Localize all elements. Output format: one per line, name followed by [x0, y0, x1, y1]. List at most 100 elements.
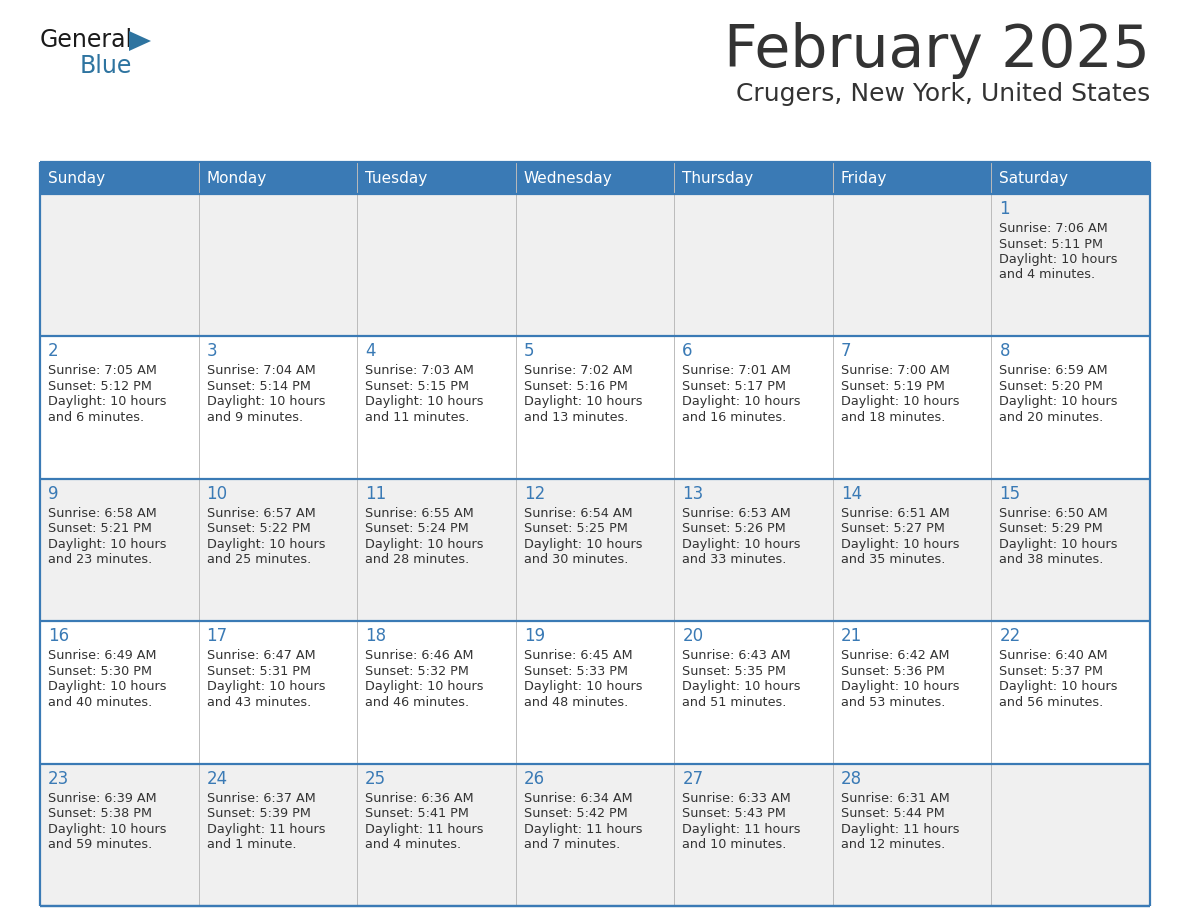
Text: Daylight: 10 hours: Daylight: 10 hours: [682, 538, 801, 551]
Text: Daylight: 10 hours: Daylight: 10 hours: [207, 396, 326, 409]
Text: Sunset: 5:19 PM: Sunset: 5:19 PM: [841, 380, 944, 393]
Text: Saturday: Saturday: [999, 171, 1068, 185]
Text: Sunset: 5:38 PM: Sunset: 5:38 PM: [48, 807, 152, 820]
Text: Sunrise: 6:57 AM: Sunrise: 6:57 AM: [207, 507, 315, 520]
Text: 5: 5: [524, 342, 535, 361]
Text: and 13 minutes.: and 13 minutes.: [524, 411, 628, 424]
Text: Sunrise: 6:31 AM: Sunrise: 6:31 AM: [841, 791, 949, 804]
Bar: [40, 336, 1150, 479]
Text: 25: 25: [365, 769, 386, 788]
Text: 12: 12: [524, 485, 545, 503]
Text: and 59 minutes.: and 59 minutes.: [48, 838, 152, 851]
Text: Friday: Friday: [841, 171, 887, 185]
Text: 4: 4: [365, 342, 375, 361]
Text: Sunset: 5:43 PM: Sunset: 5:43 PM: [682, 807, 786, 820]
Text: and 38 minutes.: and 38 minutes.: [999, 554, 1104, 566]
Text: 6: 6: [682, 342, 693, 361]
Bar: [40, 162, 1150, 194]
Text: and 56 minutes.: and 56 minutes.: [999, 696, 1104, 709]
Text: Sunrise: 7:06 AM: Sunrise: 7:06 AM: [999, 222, 1108, 235]
Text: Sunrise: 7:04 AM: Sunrise: 7:04 AM: [207, 364, 315, 377]
Text: and 11 minutes.: and 11 minutes.: [365, 411, 469, 424]
Text: 10: 10: [207, 485, 228, 503]
Text: 13: 13: [682, 485, 703, 503]
Text: Daylight: 10 hours: Daylight: 10 hours: [841, 680, 960, 693]
Text: Daylight: 10 hours: Daylight: 10 hours: [365, 396, 484, 409]
Text: and 48 minutes.: and 48 minutes.: [524, 696, 628, 709]
Text: 27: 27: [682, 769, 703, 788]
Text: February 2025: February 2025: [725, 22, 1150, 79]
Text: Sunrise: 6:39 AM: Sunrise: 6:39 AM: [48, 791, 157, 804]
Text: Sunset: 5:30 PM: Sunset: 5:30 PM: [48, 665, 152, 677]
Text: Sunset: 5:24 PM: Sunset: 5:24 PM: [365, 522, 469, 535]
Text: Sunrise: 6:42 AM: Sunrise: 6:42 AM: [841, 649, 949, 662]
Text: Daylight: 10 hours: Daylight: 10 hours: [682, 396, 801, 409]
Text: Sunrise: 6:51 AM: Sunrise: 6:51 AM: [841, 507, 949, 520]
Text: Daylight: 11 hours: Daylight: 11 hours: [682, 823, 801, 835]
Text: Sunset: 5:33 PM: Sunset: 5:33 PM: [524, 665, 627, 677]
Text: Sunrise: 7:00 AM: Sunrise: 7:00 AM: [841, 364, 949, 377]
Text: and 4 minutes.: and 4 minutes.: [999, 268, 1095, 282]
Text: Sunset: 5:15 PM: Sunset: 5:15 PM: [365, 380, 469, 393]
Text: Daylight: 10 hours: Daylight: 10 hours: [365, 680, 484, 693]
Text: Sunset: 5:31 PM: Sunset: 5:31 PM: [207, 665, 310, 677]
Text: Daylight: 10 hours: Daylight: 10 hours: [207, 538, 326, 551]
Text: 17: 17: [207, 627, 228, 645]
Text: 2: 2: [48, 342, 58, 361]
Text: and 43 minutes.: and 43 minutes.: [207, 696, 311, 709]
Text: General: General: [40, 28, 133, 52]
Text: Daylight: 11 hours: Daylight: 11 hours: [524, 823, 643, 835]
Text: Sunset: 5:22 PM: Sunset: 5:22 PM: [207, 522, 310, 535]
Text: Sunrise: 6:55 AM: Sunrise: 6:55 AM: [365, 507, 474, 520]
Text: 3: 3: [207, 342, 217, 361]
Text: Daylight: 10 hours: Daylight: 10 hours: [207, 680, 326, 693]
Text: Sunset: 5:42 PM: Sunset: 5:42 PM: [524, 807, 627, 820]
Text: Sunset: 5:25 PM: Sunset: 5:25 PM: [524, 522, 627, 535]
Text: and 16 minutes.: and 16 minutes.: [682, 411, 786, 424]
Bar: [40, 194, 1150, 336]
Text: Sunset: 5:12 PM: Sunset: 5:12 PM: [48, 380, 152, 393]
Text: and 9 minutes.: and 9 minutes.: [207, 411, 303, 424]
Text: Sunrise: 6:59 AM: Sunrise: 6:59 AM: [999, 364, 1108, 377]
Text: Sunrise: 6:45 AM: Sunrise: 6:45 AM: [524, 649, 632, 662]
Text: Sunrise: 6:47 AM: Sunrise: 6:47 AM: [207, 649, 315, 662]
Text: Sunrise: 6:43 AM: Sunrise: 6:43 AM: [682, 649, 791, 662]
Text: and 7 minutes.: and 7 minutes.: [524, 838, 620, 851]
Text: Daylight: 11 hours: Daylight: 11 hours: [365, 823, 484, 835]
Text: Sunset: 5:29 PM: Sunset: 5:29 PM: [999, 522, 1104, 535]
Text: Sunrise: 6:33 AM: Sunrise: 6:33 AM: [682, 791, 791, 804]
Text: Daylight: 10 hours: Daylight: 10 hours: [48, 538, 166, 551]
Text: Sunrise: 6:37 AM: Sunrise: 6:37 AM: [207, 791, 315, 804]
Text: and 1 minute.: and 1 minute.: [207, 838, 296, 851]
Text: Sunset: 5:17 PM: Sunset: 5:17 PM: [682, 380, 786, 393]
Text: Sunset: 5:21 PM: Sunset: 5:21 PM: [48, 522, 152, 535]
Text: 19: 19: [524, 627, 545, 645]
Text: Sunset: 5:14 PM: Sunset: 5:14 PM: [207, 380, 310, 393]
Text: Sunrise: 6:49 AM: Sunrise: 6:49 AM: [48, 649, 157, 662]
Text: 14: 14: [841, 485, 862, 503]
Text: Sunrise: 7:02 AM: Sunrise: 7:02 AM: [524, 364, 632, 377]
Text: Daylight: 11 hours: Daylight: 11 hours: [207, 823, 326, 835]
Text: Sunrise: 6:53 AM: Sunrise: 6:53 AM: [682, 507, 791, 520]
Text: 15: 15: [999, 485, 1020, 503]
Text: Sunrise: 6:40 AM: Sunrise: 6:40 AM: [999, 649, 1108, 662]
Text: 24: 24: [207, 769, 228, 788]
Text: Sunset: 5:39 PM: Sunset: 5:39 PM: [207, 807, 310, 820]
Text: and 28 minutes.: and 28 minutes.: [365, 554, 469, 566]
Text: Daylight: 10 hours: Daylight: 10 hours: [841, 396, 960, 409]
Text: Daylight: 10 hours: Daylight: 10 hours: [999, 680, 1118, 693]
Text: and 40 minutes.: and 40 minutes.: [48, 696, 152, 709]
Text: Sunset: 5:35 PM: Sunset: 5:35 PM: [682, 665, 786, 677]
Text: and 6 minutes.: and 6 minutes.: [48, 411, 144, 424]
Bar: [40, 621, 1150, 764]
Text: Sunset: 5:26 PM: Sunset: 5:26 PM: [682, 522, 786, 535]
Text: Daylight: 10 hours: Daylight: 10 hours: [999, 538, 1118, 551]
Text: 21: 21: [841, 627, 862, 645]
Text: and 23 minutes.: and 23 minutes.: [48, 554, 152, 566]
Text: and 20 minutes.: and 20 minutes.: [999, 411, 1104, 424]
Text: 16: 16: [48, 627, 69, 645]
Text: Daylight: 10 hours: Daylight: 10 hours: [48, 680, 166, 693]
Text: Daylight: 11 hours: Daylight: 11 hours: [841, 823, 960, 835]
Text: Monday: Monday: [207, 171, 267, 185]
Text: and 35 minutes.: and 35 minutes.: [841, 554, 946, 566]
